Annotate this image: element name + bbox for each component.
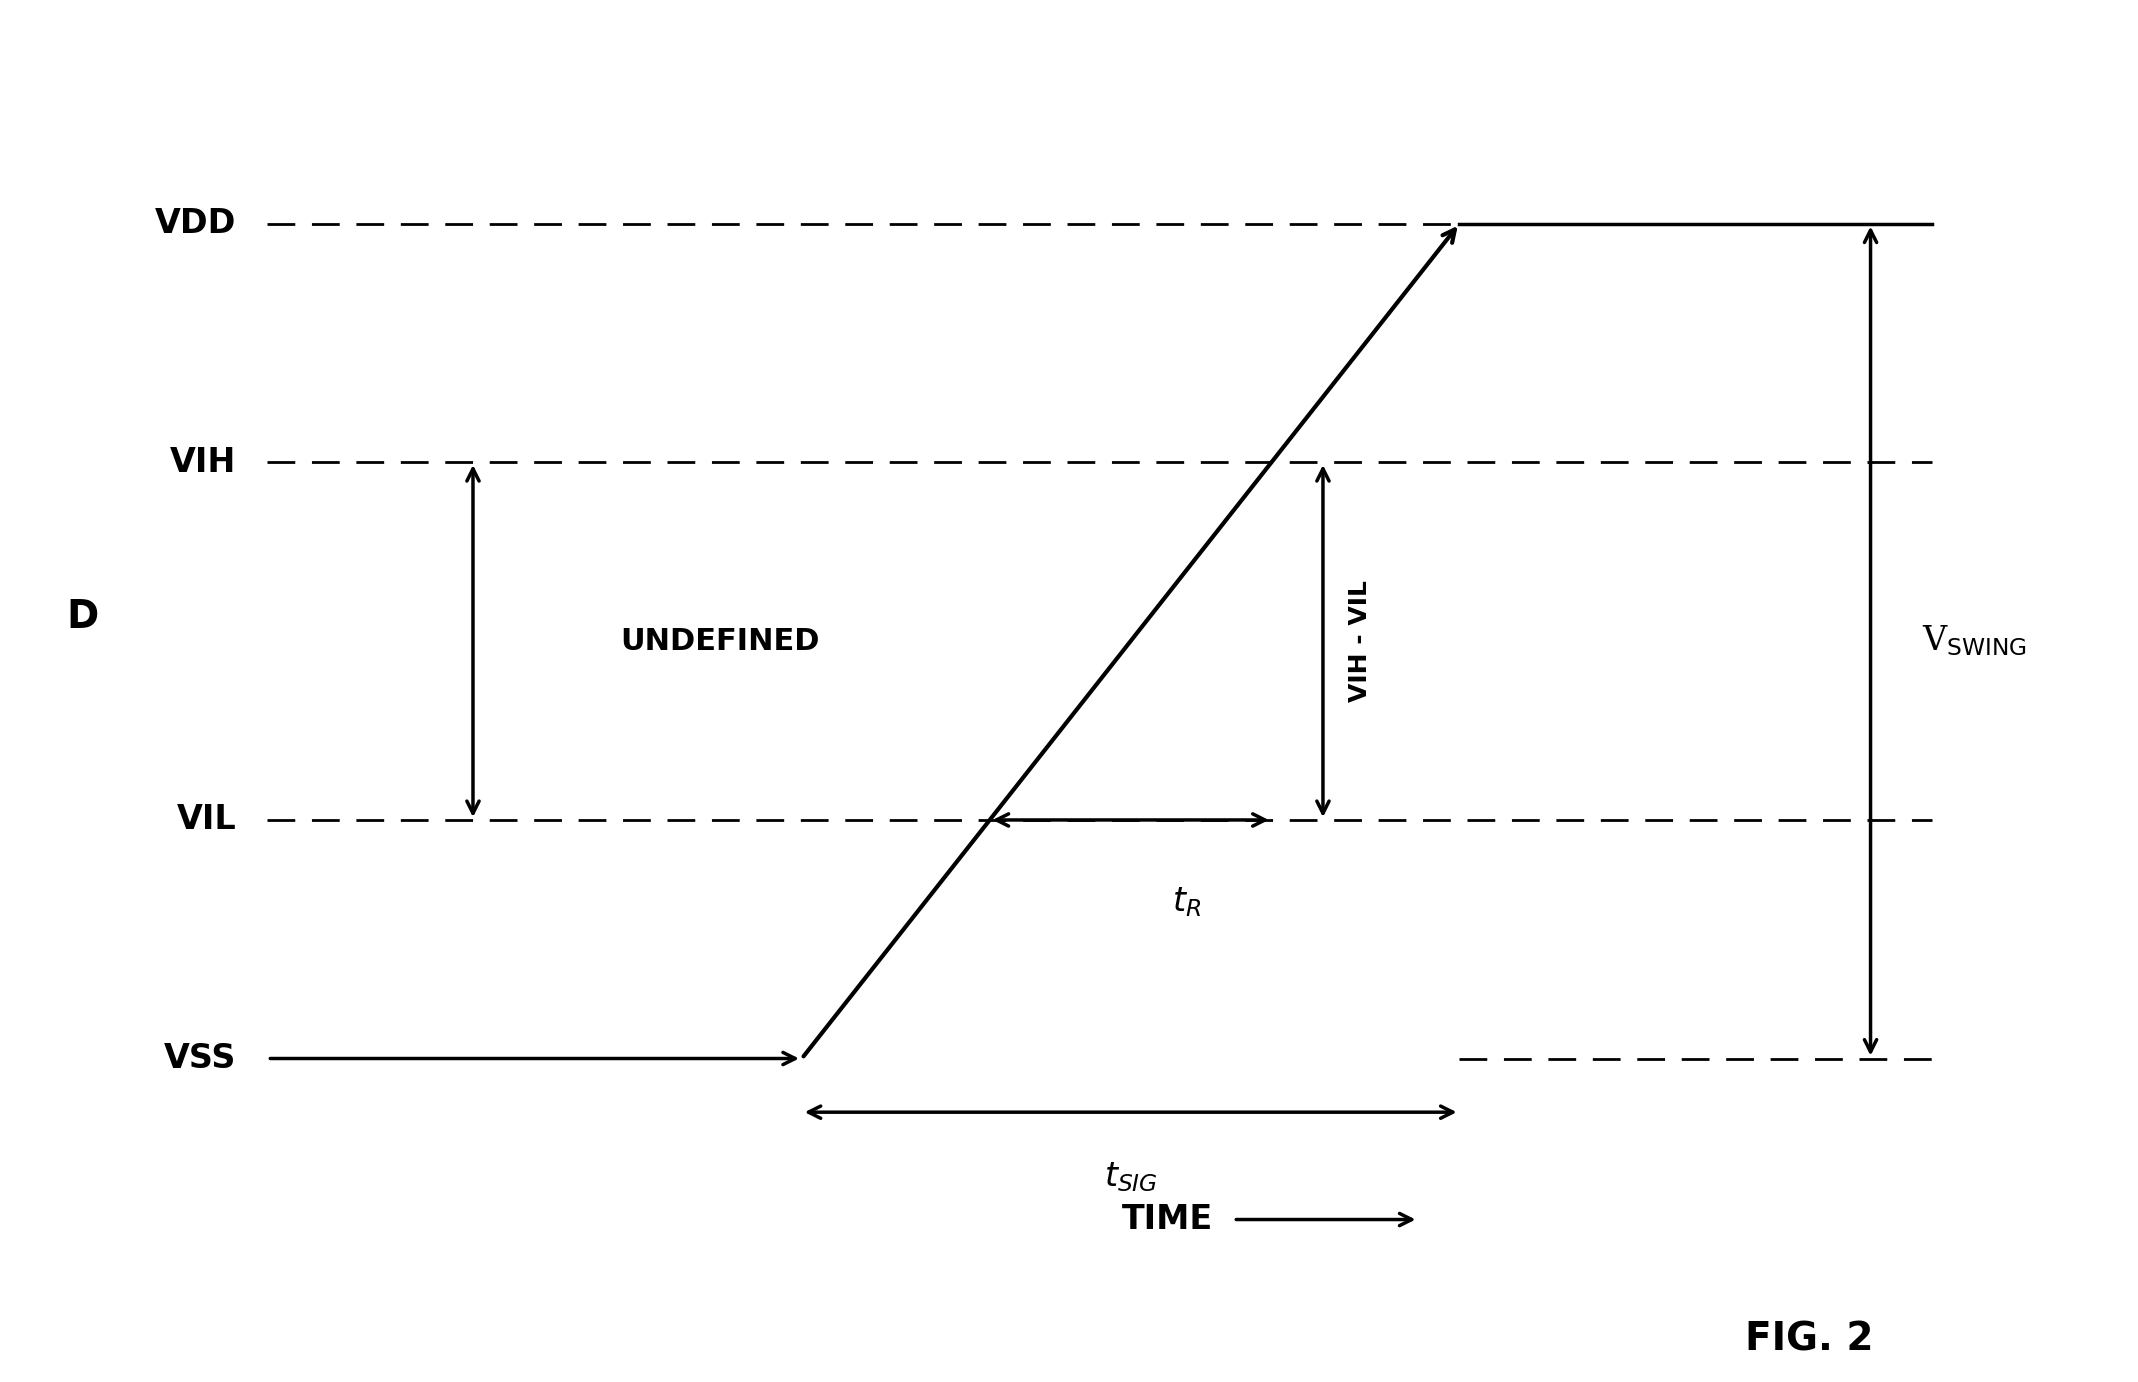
Text: V$_{\rm SWING}$: V$_{\rm SWING}$ <box>1922 623 2027 658</box>
Text: TIME: TIME <box>1122 1202 1212 1236</box>
Text: VDD: VDD <box>156 207 237 240</box>
Text: $t_{SIG}$: $t_{SIG}$ <box>1103 1159 1157 1194</box>
Text: FIG. 2: FIG. 2 <box>1745 1321 1873 1359</box>
Text: VIH: VIH <box>171 445 237 478</box>
Text: VIL: VIL <box>177 803 237 836</box>
Text: UNDEFINED: UNDEFINED <box>620 626 819 655</box>
Text: VSS: VSS <box>165 1042 237 1075</box>
Text: $t_R$: $t_R$ <box>1172 886 1202 919</box>
Text: D: D <box>66 598 98 636</box>
Text: VIH - VIL: VIH - VIL <box>1347 580 1373 702</box>
